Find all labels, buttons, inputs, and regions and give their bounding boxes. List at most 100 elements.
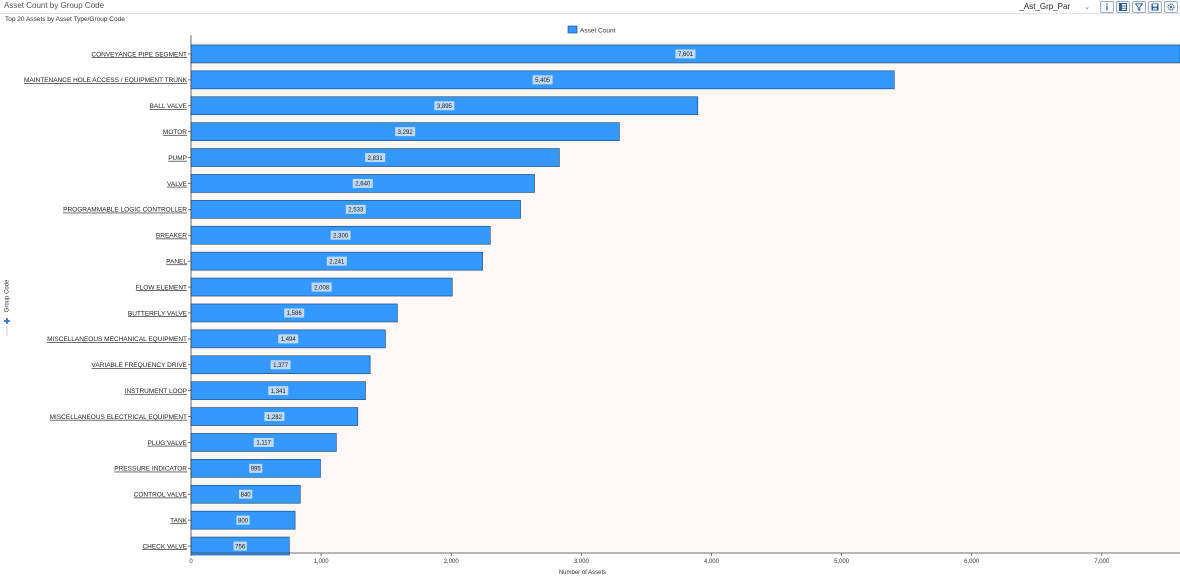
category-label[interactable]: PROGRAMMABLE LOGIC CONTROLLER xyxy=(63,207,187,214)
table-view-icon xyxy=(1119,2,1127,11)
category-label[interactable]: PRESSURE INDICATOR xyxy=(114,466,187,473)
data-label: 7,601 xyxy=(678,52,694,58)
axes xyxy=(188,35,1180,554)
category-label[interactable]: PLUG VALVE xyxy=(148,440,188,447)
parameter-dropdown-value: _Ast_Grp_Par xyxy=(1019,2,1071,11)
data-label-box xyxy=(239,489,253,499)
data-label: 1,377 xyxy=(273,363,289,369)
x-tick-label: 7,000 xyxy=(1094,559,1110,565)
plus-bar xyxy=(6,318,8,324)
legend-label: Asset Count xyxy=(580,28,616,35)
data-label-box xyxy=(434,101,455,111)
data-label-box xyxy=(278,334,299,344)
title-bar: Asset Count by Group Code _Ast_Grp_Par ⌄ xyxy=(0,0,1180,14)
plot-area xyxy=(191,41,1180,553)
data-label-box xyxy=(532,75,553,85)
category-label[interactable]: BALL VALVE xyxy=(150,103,188,110)
data-label: 1,117 xyxy=(256,441,271,447)
data-label: 2,533 xyxy=(348,208,364,214)
x-tick-label: 4,000 xyxy=(704,559,720,565)
category-label[interactable]: CONTROL VALVE xyxy=(134,492,188,499)
data-label-box xyxy=(326,256,347,266)
data-label-box xyxy=(352,178,373,188)
category-labels: CONVEYANCE PIPE SEGMENT MAINTENANCE HOLE … xyxy=(24,51,188,550)
x-tick-label: 2,000 xyxy=(444,559,460,565)
parameter-dropdown[interactable]: _Ast_Grp_Par ⌄ xyxy=(1015,1,1094,13)
expand-plus-icon[interactable] xyxy=(4,318,10,336)
category-label[interactable]: MOTOR xyxy=(163,129,187,136)
data-label: 800 xyxy=(238,518,249,524)
data-label-box xyxy=(311,282,332,292)
table-view-button[interactable] xyxy=(1116,0,1130,13)
chevron-down-icon: ⌄ xyxy=(1084,3,1090,11)
data-label: 840 xyxy=(241,492,252,498)
category-label[interactable]: PANEL xyxy=(166,258,187,265)
x-tick-label: 6,000 xyxy=(964,559,980,565)
data-label-box xyxy=(253,437,274,447)
category-label[interactable]: BREAKER xyxy=(156,233,187,240)
bar-series xyxy=(190,44,1180,556)
x-tick-label: 0 xyxy=(189,559,193,565)
info-icon xyxy=(1106,3,1108,10)
data-label: 995 xyxy=(251,467,262,473)
data-label: 1,341 xyxy=(271,389,287,395)
x-tick-label: 1,000 xyxy=(314,559,330,565)
data-label: 3,292 xyxy=(398,130,414,136)
data-label: 1,586 xyxy=(287,311,303,317)
category-label[interactable]: MAINTENANCE HOLE ACCESS / EQUIPMENT TRUN… xyxy=(24,77,188,84)
category-label[interactable]: FLOW ELEMENT xyxy=(136,284,187,291)
data-label: 756 xyxy=(235,544,246,550)
data-label-box xyxy=(249,463,263,473)
data-label-box xyxy=(264,412,285,422)
category-label[interactable]: TANK xyxy=(170,517,188,524)
data-label: 3,895 xyxy=(437,104,453,110)
category-label[interactable]: BUTTERFLY VALVE xyxy=(128,310,188,317)
x-tick-label: 3,000 xyxy=(574,559,590,565)
data-label-box xyxy=(345,204,366,214)
y-axis-title-group[interactable]: Group Code xyxy=(4,279,11,336)
data-label: 1,282 xyxy=(267,415,283,421)
x-axis-ticks: 0 1,000 2,000 3,000 4,000 5,000 6,000 7,000 xyxy=(189,553,1110,565)
category-label[interactable]: MISCELLANEOUS MECHANICAL EQUIPMENT xyxy=(47,336,187,343)
info-button[interactable] xyxy=(1100,0,1114,13)
data-label-box xyxy=(236,515,250,525)
category-label[interactable]: INSTRUMENT LOOP xyxy=(125,388,187,395)
category-label[interactable]: VALVE xyxy=(167,181,188,188)
category-label[interactable]: PUMP xyxy=(168,155,187,162)
data-label-box xyxy=(395,127,416,137)
x-axis-title: Number of Assets xyxy=(559,570,606,576)
page-title: Asset Count by Group Code xyxy=(4,1,105,10)
data-labels: 7,601 5,405 3,895 3,292 2,831 2,640 2,533 2,300… xyxy=(233,49,696,551)
data-label-box xyxy=(284,308,305,318)
settings-button[interactable] xyxy=(1164,0,1178,13)
filter-button[interactable] xyxy=(1132,0,1146,13)
data-label: 2,008 xyxy=(314,285,330,291)
category-label[interactable]: CHECK VALVE xyxy=(142,543,187,550)
category-label[interactable]: VARIABLE FREQUENCY DRIVE xyxy=(92,362,188,369)
filter-icon xyxy=(1135,2,1143,11)
data-label: 1,494 xyxy=(281,337,297,343)
data-label-box xyxy=(270,360,291,370)
data-label-box xyxy=(330,230,351,240)
data-label-box xyxy=(365,153,386,163)
category-label[interactable]: MISCELLANEOUS ELECTRICAL EQUIPMENT xyxy=(50,414,187,421)
data-label-box xyxy=(675,49,696,59)
chart-title: Top 20 Assets by Asset Type/Group Code xyxy=(5,16,125,23)
data-label: 2,831 xyxy=(368,156,384,162)
data-label-box xyxy=(268,386,289,396)
y-axis-title: Group Code xyxy=(5,279,11,312)
chart-legend[interactable]: Asset Count xyxy=(567,25,616,35)
legend-swatch xyxy=(567,25,578,34)
save-icon xyxy=(1151,3,1159,10)
settings-icon xyxy=(1167,3,1175,10)
category-label[interactable]: CONVEYANCE PIPE SEGMENT xyxy=(91,51,187,58)
x-tick-label: 5,000 xyxy=(834,559,850,565)
data-label: 2,300 xyxy=(333,233,349,239)
data-label: 2,241 xyxy=(329,259,345,265)
toolbar: _Ast_Grp_Par ⌄ xyxy=(1015,0,1178,13)
save-button[interactable] xyxy=(1148,0,1162,13)
data-label: 5,405 xyxy=(535,78,551,84)
data-label-box xyxy=(233,541,247,551)
